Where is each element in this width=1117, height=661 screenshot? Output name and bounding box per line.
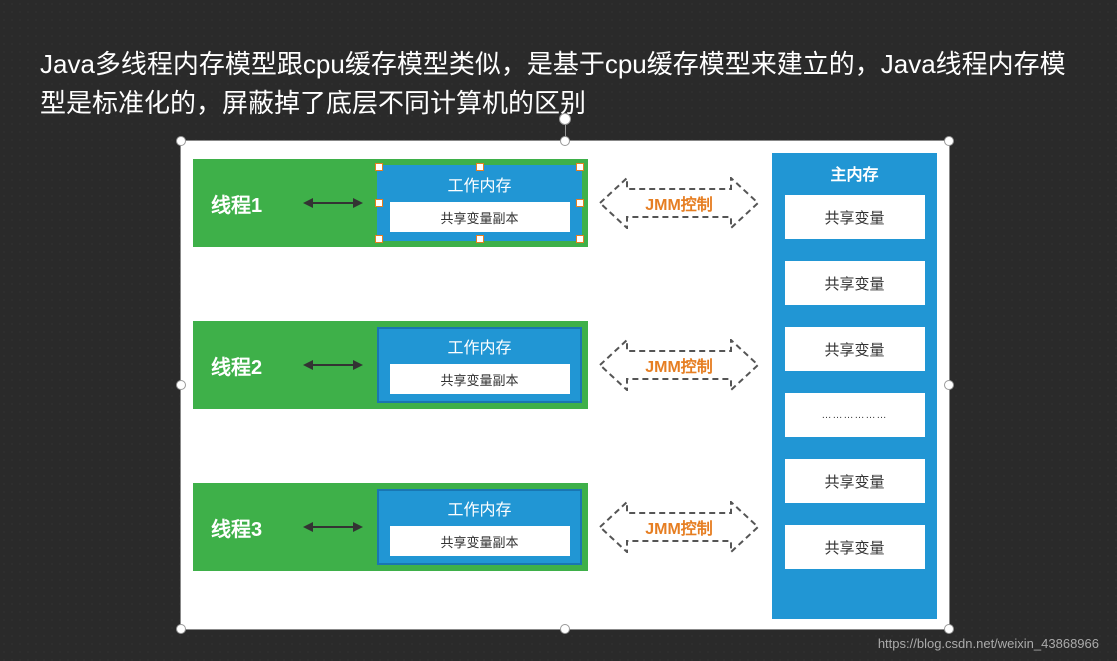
main-memory-title: 主内存 bbox=[830, 161, 878, 185]
shared-var-6: 共享变量 bbox=[785, 525, 925, 569]
sel-handle[interactable] bbox=[375, 163, 383, 171]
bidir-arrow-icon bbox=[303, 517, 363, 537]
shared-var-ellipsis: ……………… bbox=[785, 393, 925, 437]
thread-row-1: 线程1 工作内存 共享变量副本 bbox=[193, 159, 588, 247]
resize-handle-bl[interactable] bbox=[176, 624, 186, 634]
sel-handle[interactable] bbox=[576, 199, 584, 207]
thread-label-3: 线程3 bbox=[193, 513, 303, 542]
shared-copy-1: 共享变量副本 bbox=[390, 202, 570, 232]
thread-row-2: 线程2 工作内存 共享变量副本 bbox=[193, 321, 588, 409]
sel-handle[interactable] bbox=[375, 199, 383, 207]
sel-handle[interactable] bbox=[576, 235, 584, 243]
jmm-arrow-2: JMM控制 bbox=[599, 339, 759, 391]
thread-row-3: 线程3 工作内存 共享变量副本 bbox=[193, 483, 588, 571]
work-memory-3: 工作内存 共享变量副本 bbox=[377, 489, 582, 565]
jmm-label-1: JMM控制 bbox=[599, 191, 759, 215]
work-memory-title-3: 工作内存 bbox=[447, 496, 511, 520]
shared-copy-2: 共享变量副本 bbox=[390, 364, 570, 394]
resize-handle-br[interactable] bbox=[944, 624, 954, 634]
work-memory-title-2: 工作内存 bbox=[447, 334, 511, 358]
resize-handle-tm[interactable] bbox=[560, 136, 570, 146]
diagram-container: 线程1 工作内存 共享变量副本 线程2 bbox=[180, 140, 950, 630]
shared-copy-3: 共享变量副本 bbox=[390, 526, 570, 556]
thread-block-2: 线程2 工作内存 共享变量副本 bbox=[193, 321, 588, 409]
jmm-label-2: JMM控制 bbox=[599, 353, 759, 377]
work-memory-1[interactable]: 工作内存 共享变量副本 bbox=[377, 165, 582, 241]
resize-handle-bm[interactable] bbox=[560, 624, 570, 634]
bidir-arrow-icon bbox=[303, 193, 363, 213]
main-memory: 主内存 共享变量 共享变量 共享变量 ……………… 共享变量 共享变量 bbox=[772, 153, 937, 619]
rotate-handle[interactable] bbox=[559, 113, 571, 125]
sel-handle[interactable] bbox=[476, 235, 484, 243]
work-memory-2: 工作内存 共享变量副本 bbox=[377, 327, 582, 403]
page-title: Java多线程内存模型跟cpu缓存模型类似，是基于cpu缓存模型来建立的，Jav… bbox=[0, 0, 1117, 133]
shared-var-2: 共享变量 bbox=[785, 261, 925, 305]
sel-handle[interactable] bbox=[375, 235, 383, 243]
thread-label-2: 线程2 bbox=[193, 351, 303, 380]
jmm-arrow-3: JMM控制 bbox=[599, 501, 759, 553]
thread-label-1: 线程1 bbox=[193, 189, 303, 218]
shared-var-1: 共享变量 bbox=[785, 195, 925, 239]
thread-block-3: 线程3 工作内存 共享变量副本 bbox=[193, 483, 588, 571]
jmm-arrow-1: JMM控制 bbox=[599, 177, 759, 229]
bidir-arrow-icon bbox=[303, 355, 363, 375]
resize-handle-tr[interactable] bbox=[944, 136, 954, 146]
work-memory-title-1: 工作内存 bbox=[447, 172, 511, 196]
resize-handle-mr[interactable] bbox=[944, 380, 954, 390]
resize-handle-tl[interactable] bbox=[176, 136, 186, 146]
watermark: https://blog.csdn.net/weixin_43868966 bbox=[878, 636, 1099, 651]
sel-handle[interactable] bbox=[476, 163, 484, 171]
shared-var-3: 共享变量 bbox=[785, 327, 925, 371]
shared-var-5: 共享变量 bbox=[785, 459, 925, 503]
sel-handle[interactable] bbox=[576, 163, 584, 171]
resize-handle-ml[interactable] bbox=[176, 380, 186, 390]
thread-block-1: 线程1 工作内存 共享变量副本 bbox=[193, 159, 588, 247]
jmm-label-3: JMM控制 bbox=[599, 515, 759, 539]
